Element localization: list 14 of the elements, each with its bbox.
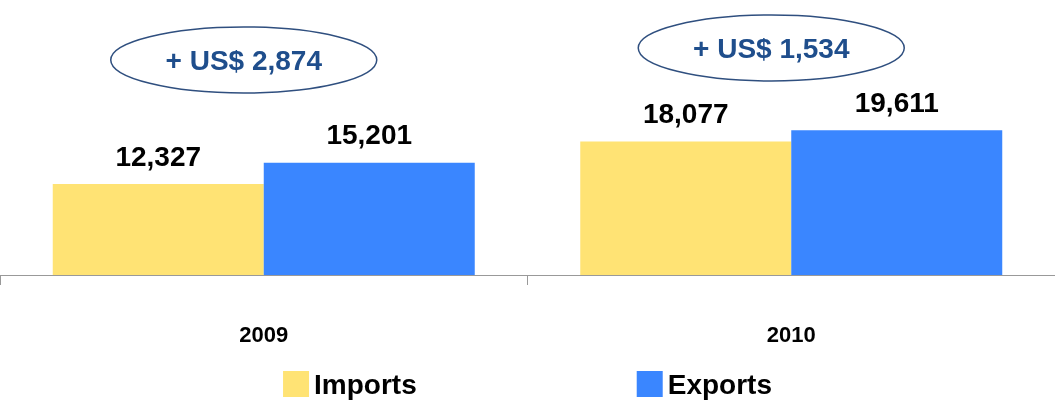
x-tick-label: 2010 bbox=[766, 321, 816, 347]
bar bbox=[263, 162, 475, 275]
data-label: 19,611 bbox=[854, 86, 939, 118]
text: + US$ 1,534 bbox=[693, 32, 850, 64]
data-label: 15,201 bbox=[326, 119, 413, 151]
text: + US$ 2,874 bbox=[165, 44, 323, 76]
legend-label: Exports bbox=[667, 368, 772, 400]
bar bbox=[791, 130, 1003, 275]
bar bbox=[52, 184, 264, 275]
legend-label: Imports bbox=[314, 368, 417, 400]
data-label: 18,077 bbox=[642, 98, 729, 130]
bar bbox=[580, 141, 792, 275]
x-tick-label: 2009 bbox=[239, 321, 289, 347]
data-label: 12,327 bbox=[115, 140, 202, 172]
